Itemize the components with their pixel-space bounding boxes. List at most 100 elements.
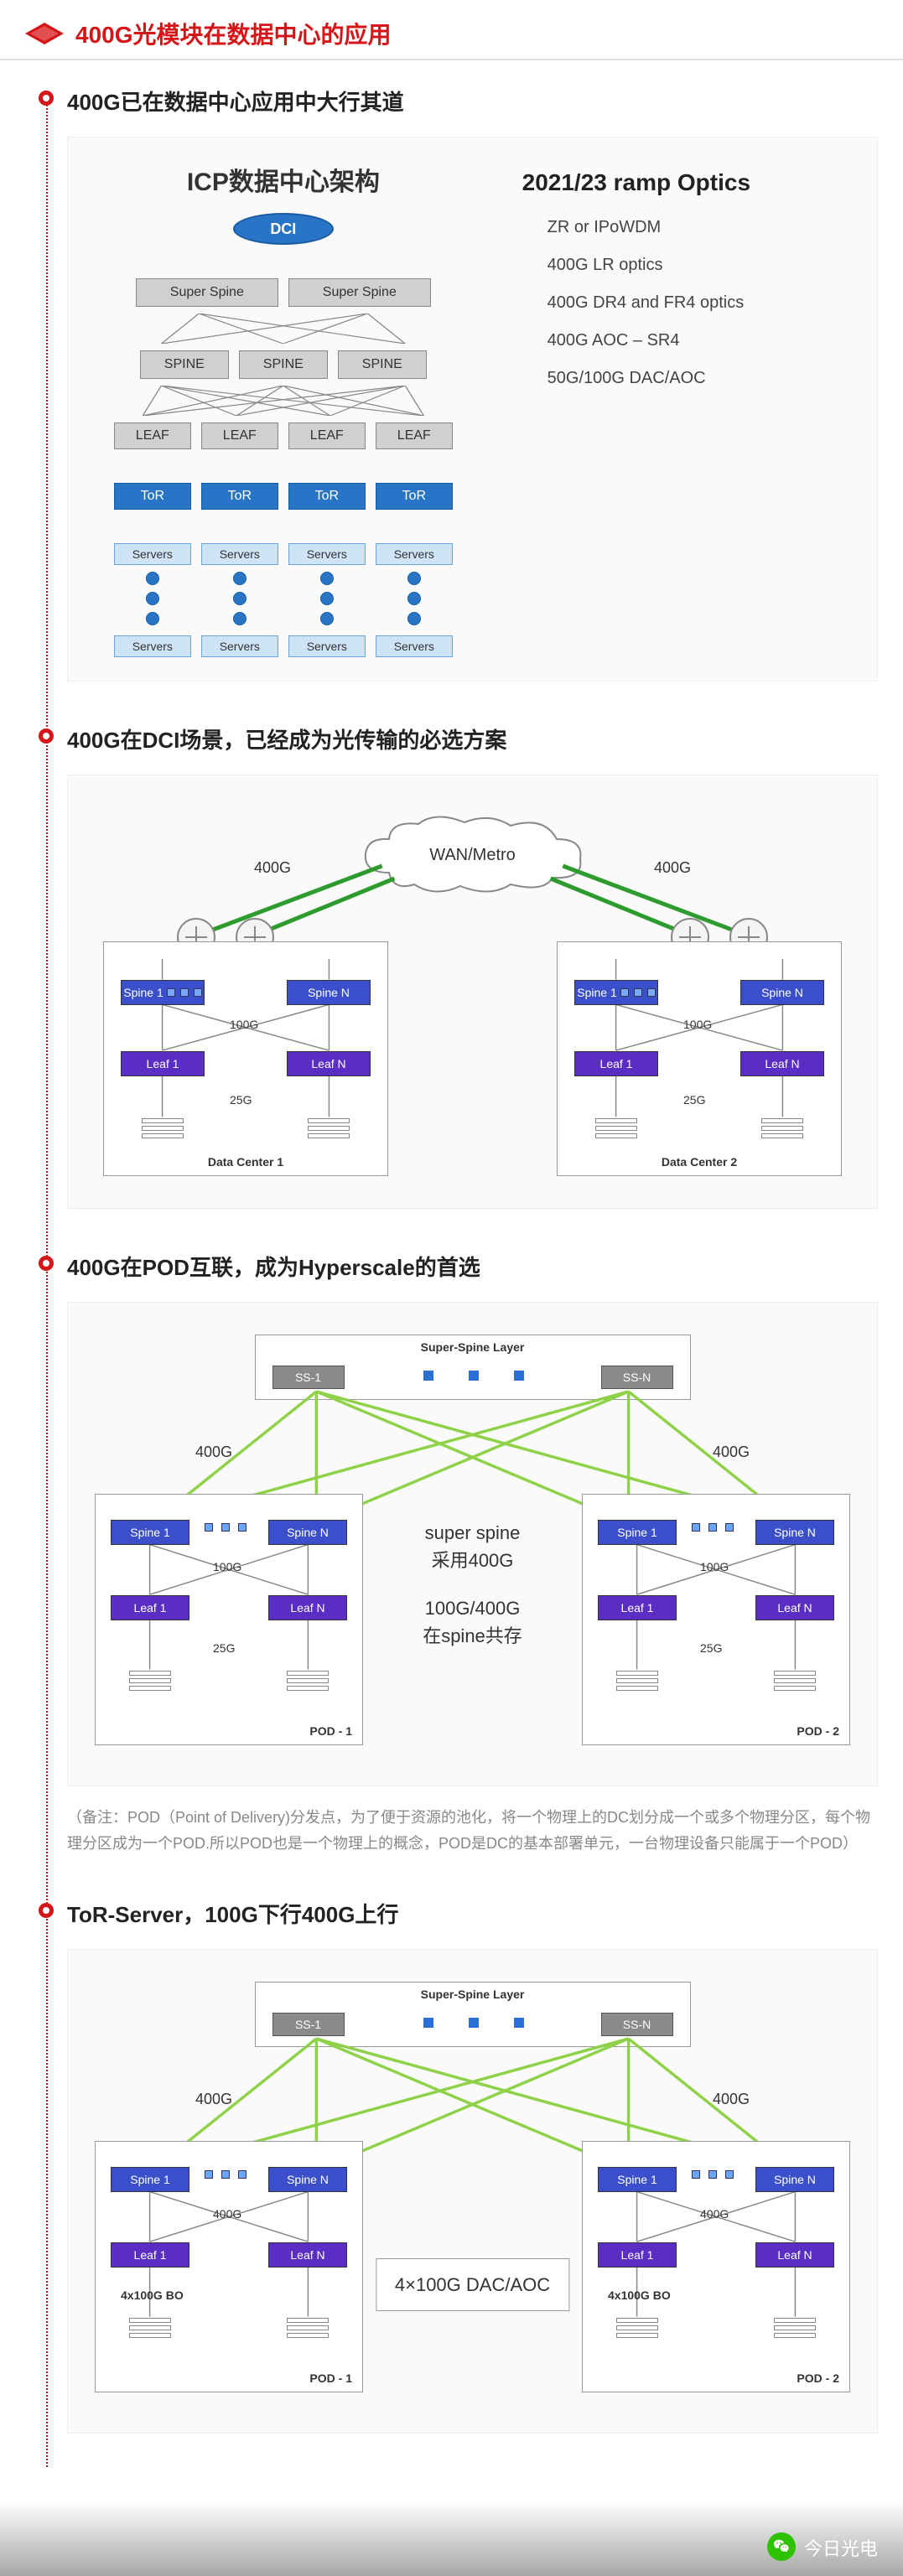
optics-item: 400G LR optics [548, 256, 850, 275]
link-speed-label: 400G [254, 859, 291, 877]
wan-cloud: WAN/Metro [355, 814, 590, 896]
switch-label: Spine 1 [617, 1526, 656, 1539]
section-tor: ToR-Server，100G下行400G上行 Super-Spine Laye… [67, 1898, 878, 2433]
content: 400G已在数据中心应用中大行其道 ICP数据中心架构 DCI Super Sp… [0, 60, 903, 2501]
switch-label: Leaf 1 [600, 1057, 633, 1070]
server-dot [233, 612, 247, 625]
section-panel: Super-Spine Layer SS-1 SS-N 400G 400G su… [67, 1302, 878, 1786]
link-speed-label: 400G [713, 2091, 750, 2108]
spine-switch: Spine 1 [574, 980, 658, 1005]
spine-switch: Spine N [287, 980, 371, 1005]
leaf-switch: Leaf 1 [598, 2242, 677, 2268]
optics-item: ZR or IPoWDM [548, 218, 850, 237]
timeline-dot [39, 728, 54, 744]
server-node: Servers [288, 635, 366, 657]
server-dot [407, 572, 421, 585]
super-spine-layer: Super-Spine Layer SS-1 SS-N [255, 1982, 691, 2047]
port-dots [692, 1523, 734, 1532]
ssl-title: Super-Spine Layer [256, 1983, 690, 2001]
server-dot [146, 592, 159, 605]
switch-label: Leaf 1 [147, 1057, 179, 1070]
timeline-dot [39, 1256, 54, 1271]
spine-node: SPINE [239, 350, 328, 379]
icp-arch: ICP数据中心架构 DCI Super Spine Super Spine [86, 161, 480, 657]
leaf-switch: Leaf 1 [111, 1595, 189, 1620]
link-speed-label: 400G [713, 1443, 750, 1461]
leaf-switch: Leaf N [268, 2242, 347, 2268]
center-note-1: super spine 采用400G [425, 1519, 521, 1574]
optics-items: ZR or IPoWDM 400G LR optics 400G DR4 and… [522, 218, 850, 388]
spine-switch: Spine 1 [598, 2167, 677, 2192]
leaf-switch: Leaf N [755, 2242, 834, 2268]
leaf-node: LEAF [201, 422, 278, 449]
port-dots [692, 2170, 734, 2179]
mesh-lines [86, 513, 480, 536]
server-icon [616, 1671, 658, 1697]
leaf-node: LEAF [288, 422, 366, 449]
pod-label: POD - 2 [797, 2371, 839, 2385]
switch-label: Spine 1 [130, 2173, 169, 2186]
ss-dots [423, 2018, 524, 2028]
switch-label: Leaf 1 [134, 1601, 167, 1615]
spine-switch: Spine 1 [111, 2167, 189, 2192]
server-icon [129, 2318, 171, 2345]
pod-label: POD - 1 [309, 1724, 352, 1738]
dc-label: Data Center 1 [104, 1155, 387, 1169]
ss-dots [423, 1371, 524, 1381]
switch-label: Leaf 1 [621, 2248, 654, 2262]
switch-label: Spine 1 [617, 2173, 656, 2186]
spine-switch: Spine N [268, 2167, 347, 2192]
section-title: 400G已在数据中心应用中大行其道 [67, 86, 878, 117]
server-dot [233, 592, 247, 605]
tor-node: ToR [201, 483, 278, 510]
optics-item: 400G DR4 and FR4 optics [548, 293, 850, 313]
server-node: Servers [201, 635, 278, 657]
spine-switch: Spine N [740, 980, 824, 1005]
section-icp: 400G已在数据中心应用中大行其道 ICP数据中心架构 DCI Super Sp… [67, 86, 878, 682]
server-node: Servers [114, 543, 191, 565]
speed-label: 25G [230, 1093, 252, 1107]
port-dots [205, 2170, 247, 2179]
server-icon [774, 2318, 816, 2345]
server-dot [146, 612, 159, 625]
server-icon [761, 1118, 803, 1145]
spine-switch: Spine 1 [598, 1520, 677, 1545]
switch-label: Leaf N [290, 1601, 324, 1615]
spine-node: SPINE [140, 350, 229, 379]
mesh-lines [86, 248, 480, 272]
ss-switch: SS-N [601, 1366, 673, 1389]
cloud-label: WAN/Metro [355, 814, 590, 896]
wechat-icon [767, 2532, 796, 2561]
link-speed-label: 400G [654, 859, 691, 877]
speed-label: 400G [700, 2207, 729, 2221]
spine-switch: Spine 1 [121, 980, 205, 1005]
leaf-node: LEAF [376, 422, 453, 449]
switch-label: Leaf N [777, 1601, 812, 1615]
server-dot [320, 572, 334, 585]
optics-heading: 2021/23 ramp Optics [522, 169, 850, 196]
section-panel: ICP数据中心架构 DCI Super Spine Super Spine [67, 137, 878, 682]
super-spine-node: Super Spine [136, 278, 278, 307]
switch-label: Spine N [774, 1526, 816, 1539]
optics-item: 400G AOC – SR4 [548, 331, 850, 350]
leaf-switch: Leaf 1 [574, 1051, 658, 1076]
leaf-switch: Leaf 1 [111, 2242, 189, 2268]
server-node: Servers [114, 635, 191, 657]
switch-label: Leaf N [777, 2248, 812, 2262]
leaf-switch: Leaf 1 [598, 1595, 677, 1620]
link-speed-label: 400G [195, 1443, 232, 1461]
server-icon [287, 2318, 329, 2345]
switch-label: Spine N [308, 986, 350, 999]
link-speed-label: 400G [195, 2091, 232, 2108]
switch-label: Spine 1 [130, 1526, 169, 1539]
server-dot [407, 592, 421, 605]
spine-switch: Spine N [268, 1520, 347, 1545]
speed-label: 100G [700, 1560, 729, 1573]
server-icon [774, 1671, 816, 1697]
mesh-lines [86, 453, 480, 476]
server-icon [287, 1671, 329, 1697]
speed-label: 100G [683, 1018, 712, 1031]
pod-box: Spine 1 Spine N 100G Leaf 1 Leaf N 25G P… [582, 1494, 850, 1745]
optics-list: 2021/23 ramp Optics ZR or IPoWDM 400G LR… [506, 161, 859, 657]
arch-stack: DCI Super Spine Super Spine [86, 213, 480, 657]
